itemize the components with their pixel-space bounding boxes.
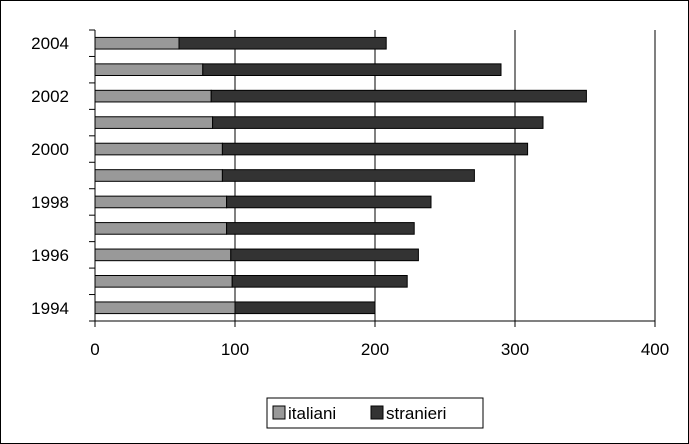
- legend-label-italiani: italiani: [288, 404, 336, 423]
- bar-stranieri-1999: [221, 169, 475, 182]
- legend-label-stranieri: stranieri: [386, 404, 446, 423]
- x-tick-label-300: 300: [501, 340, 529, 359]
- bar-italiani-1997: [94, 222, 228, 235]
- bar-italiani-1994: [94, 301, 236, 315]
- bar-italiani-2002: [94, 89, 212, 103]
- x-tick-label-100: 100: [221, 340, 249, 359]
- y-tick-label-2004: 2004: [31, 34, 69, 53]
- bar-italiani-2004: [94, 36, 180, 50]
- bar-italiani-1998: [94, 195, 228, 209]
- bar-stranieri-2004: [178, 36, 387, 50]
- x-tick-label-400: 400: [641, 340, 669, 359]
- y-tick-label-1996: 1996: [31, 246, 69, 265]
- bar-stranieri-1995: [231, 274, 408, 288]
- legend-swatch-stranieri: [370, 405, 384, 420]
- bar-stranieri-1997: [226, 222, 415, 235]
- bar-italiani-2003: [94, 63, 204, 77]
- bar-italiani-1995: [94, 274, 233, 288]
- y-tick-label-2000: 2000: [31, 140, 69, 159]
- bar-stranieri-2003: [202, 63, 502, 77]
- bar-stranieri-1996: [230, 248, 419, 262]
- bar-italiani-1999: [94, 169, 223, 182]
- y-tick-label-1998: 1998: [31, 193, 69, 212]
- x-tick-label-200: 200: [361, 340, 389, 359]
- bar-stranieri-2001: [212, 116, 544, 129]
- bar-italiani-1996: [94, 248, 232, 262]
- y-tick-label-1994: 1994: [31, 299, 69, 318]
- y-tick-label-2002: 2002: [31, 87, 69, 106]
- bar-stranieri-1994: [234, 301, 376, 315]
- legend-swatch-italiani: [272, 405, 286, 420]
- bar-stranieri-2002: [210, 89, 587, 103]
- x-tick-label-0: 0: [90, 340, 99, 359]
- bar-stranieri-1998: [226, 195, 432, 209]
- bar-italiani-2001: [94, 116, 214, 129]
- bar-stranieri-2000: [221, 142, 529, 156]
- bar-italiani-2000: [94, 142, 223, 156]
